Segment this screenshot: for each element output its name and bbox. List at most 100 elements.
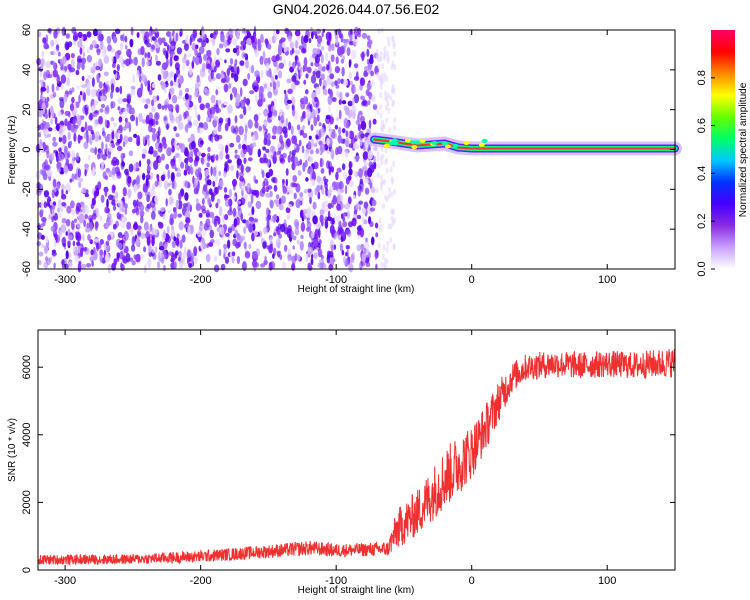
spectrogram-noise-cell — [46, 257, 51, 265]
spectrogram-noise-cell — [317, 191, 321, 200]
spectrogram-noise-cell — [52, 136, 56, 142]
spectrogram-noise-cell — [367, 167, 373, 178]
spectrogram-noise-cell — [71, 220, 75, 230]
spectrogram-noise-cell — [385, 196, 389, 203]
spectrogram-noise-cell — [288, 188, 293, 194]
spectrogram-noise-cell — [85, 263, 92, 268]
y-tick-label: 4000 — [21, 423, 33, 447]
spectrogram-noise-cell — [177, 95, 182, 100]
spectrogram-noise-cell — [63, 165, 69, 174]
spectrogram-noise-cell — [93, 99, 99, 106]
spectrogram-noise-cell — [93, 238, 100, 243]
spectrogram-noise-cell — [335, 215, 341, 223]
spectrogram-noise-cell — [328, 251, 334, 258]
spectrogram-noise-cell — [91, 69, 95, 74]
spectrogram-noise-cell — [344, 137, 350, 148]
spectrogram-noise-cell — [215, 202, 219, 209]
spectrogram-noise-cell — [162, 62, 168, 71]
spectrogram-noise-cell — [392, 242, 396, 249]
spectrogram-noise-cell — [190, 252, 195, 263]
spectrogram-noise-cell — [51, 249, 57, 254]
spectrogram-noise-cell — [304, 65, 308, 72]
spectrogram-noise-cell — [157, 103, 162, 110]
spectrogram-noise-cell — [74, 218, 78, 223]
spectrogram-noise-cell — [377, 63, 381, 70]
spectrogram-noise-cell — [360, 95, 365, 101]
spectrogram-noise-cell — [104, 188, 108, 198]
spectrogram-noise-cell — [333, 244, 337, 250]
spectrogram-noise-cell — [137, 225, 142, 230]
spectrogram-noise-cell — [234, 115, 238, 124]
spectrogram-noise-cell — [130, 244, 136, 252]
spectrogram-noise-cell — [318, 122, 322, 127]
spectrogram-noise-cell — [377, 27, 381, 34]
spectrogram-noise-cell — [314, 96, 318, 102]
spectrogram-noise-cell — [353, 76, 360, 81]
spectrogram-noise-cell — [192, 175, 195, 185]
spectrogram-noise-cell — [73, 132, 77, 142]
spectrogram-noise-cell — [81, 84, 87, 89]
spectrogram-noise-cell — [385, 167, 389, 174]
spectrogram-noise-cell — [111, 55, 114, 63]
spectrogram-noise-cell — [392, 43, 396, 50]
spectrogram-noise-cell — [271, 55, 277, 63]
spectrogram-noise-cell — [221, 145, 224, 153]
spectrogram-noise-cell — [351, 105, 357, 114]
spectrogram-noise-cell — [314, 55, 321, 64]
spectrogram-noise-cell — [357, 229, 362, 236]
spectrogram-noise-cell — [251, 206, 255, 216]
spectrogram-noise-cell — [178, 122, 184, 130]
spectrogram-noise-cell — [263, 137, 268, 146]
spectrogram-noise-cell — [200, 140, 204, 145]
spectrogram-noise-cell — [194, 50, 198, 56]
spectrogram-noise-cell — [136, 32, 140, 38]
spectrogram-noise-cell — [313, 161, 319, 170]
spectrogram-noise-cell — [45, 122, 50, 129]
spectrogram-noise-cell — [168, 251, 173, 256]
signal-blob — [392, 141, 399, 146]
spectrogram-noise-cell — [194, 55, 200, 66]
spectrogram-noise-cell — [228, 188, 232, 198]
snr-x-label: Height of straight line (km) — [298, 585, 415, 596]
spectrogram-noise-cell — [236, 158, 242, 166]
spectrogram-noise-cell — [176, 47, 183, 55]
spectrogram-noise-cell — [161, 81, 166, 91]
spectrogram-noise-cell — [135, 237, 141, 247]
spectrogram-noise-cell — [214, 134, 220, 142]
spectrogram-noise-cell — [223, 170, 227, 178]
spectrogram-noise-cell — [320, 126, 325, 137]
spectrogram-noise-cell — [236, 256, 241, 264]
spectrogram-noise-cell — [161, 249, 167, 260]
spectrogram-noise-cell — [175, 237, 180, 246]
spectrogram-noise-cell — [87, 155, 91, 160]
spectrogram-noise-cell — [81, 75, 85, 81]
spectrogram-noise-cell — [279, 134, 283, 145]
spectrogram-noise-cell — [44, 113, 49, 120]
spectrogram-noise-cell — [276, 250, 282, 255]
spectrogram-noise-cell — [128, 163, 134, 173]
spectrogram-noise-cell — [67, 41, 73, 48]
spectrogram-noise-cell — [292, 175, 298, 183]
spectrogram-noise-cell — [250, 194, 254, 204]
spectrogram-noise-cell — [376, 109, 380, 115]
spectrogram-noise-cell — [385, 75, 389, 82]
spectrogram-noise-cell — [148, 244, 152, 253]
spectrogram-noise-cell — [196, 172, 203, 181]
spectrogram-noise-cell — [67, 234, 73, 241]
spectrogram-noise-cell — [189, 150, 194, 159]
spectrogram-noise-cell — [62, 134, 67, 145]
spectrogram-noise-cell — [77, 31, 83, 38]
spectrogram-noise-cell — [330, 244, 335, 252]
spectrogram-noise-cell — [103, 85, 108, 95]
spectrogram-noise-cell — [40, 86, 43, 95]
spectrogram-noise-cell — [289, 49, 294, 56]
spectrogram-noise-cell — [101, 160, 105, 166]
spectrogram-noise-cell — [339, 188, 344, 193]
spectrogram-noise-cell — [278, 62, 284, 69]
spectrogram-noise-cell — [49, 152, 55, 161]
spectrogram-noise-cell — [238, 171, 244, 177]
spectrogram-noise-cell — [325, 114, 331, 120]
spectrogram-noise-cell — [216, 48, 220, 56]
spectrogram-noise-cell — [315, 86, 321, 95]
spectrogram-noise-cell — [310, 62, 314, 67]
